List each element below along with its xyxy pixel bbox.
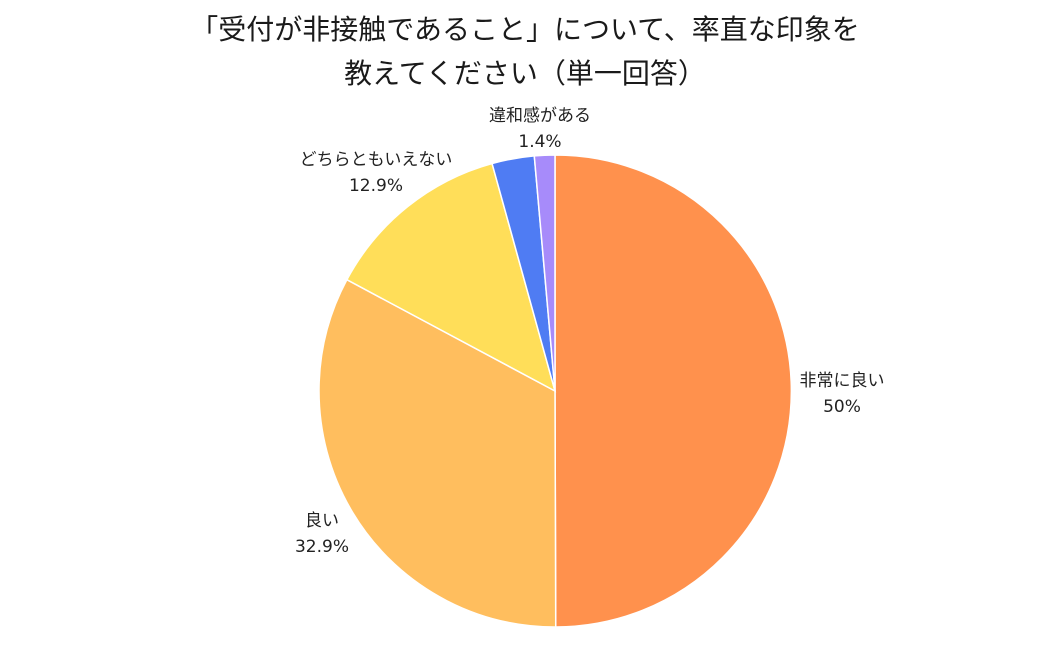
- chart-title-line-1: 「受付が非接触であること」について、率直な印象を: [190, 13, 860, 46]
- chart-title-line-2: 教えてください（単一回答）: [344, 57, 706, 90]
- slice-label: 違和感がある: [489, 106, 591, 126]
- slice-value-label: 12.9%: [349, 176, 403, 196]
- pie-slice: [345, 162, 557, 393]
- pie-slice: [554, 154, 793, 628]
- slice-label: どちらともいえない: [300, 150, 453, 170]
- pie-slice: [533, 154, 556, 392]
- slice-value-label: 1.4%: [518, 132, 561, 152]
- slice-value-label: 50%: [823, 397, 861, 417]
- slice-label: 非常に良い: [800, 371, 885, 391]
- slice-value-label: 32.9%: [295, 537, 349, 557]
- pie-slice: [318, 278, 557, 628]
- chart-title: 「受付が非接触であること」について、率直な印象を 教えてください（単一回答）: [0, 8, 1050, 96]
- slice-label: 良い: [305, 511, 339, 531]
